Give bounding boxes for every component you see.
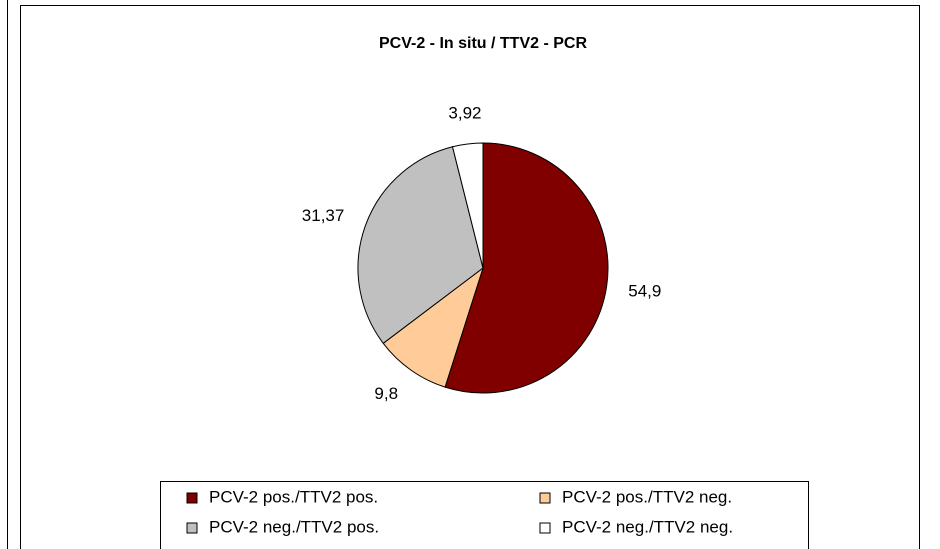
legend-label: PCV-2 pos./TTV2 neg. xyxy=(562,487,732,506)
data-label: 54,9 xyxy=(628,281,661,300)
legend-box xyxy=(160,481,809,549)
legend-swatch xyxy=(539,492,551,504)
data-label: 31,37 xyxy=(302,206,345,225)
legend-label: PCV-2 pos./TTV2 pos. xyxy=(209,487,378,506)
pie-slice xyxy=(357,146,484,345)
pie-slice xyxy=(382,266,484,388)
pie-slice xyxy=(451,142,484,269)
data-label: 9,8 xyxy=(374,384,398,403)
legend-label: PCV-2 neg./TTV2 neg. xyxy=(562,517,733,536)
chart-title: PCV-2 - In situ / TTV2 - PCR xyxy=(379,35,587,52)
legend-swatch xyxy=(186,492,198,504)
legend-label: PCV-2 neg./TTV2 pos. xyxy=(209,517,379,536)
pie-slice xyxy=(444,142,609,394)
legend-swatch xyxy=(186,522,198,534)
data-label: 3,92 xyxy=(448,104,481,123)
legend-swatch xyxy=(539,522,551,534)
